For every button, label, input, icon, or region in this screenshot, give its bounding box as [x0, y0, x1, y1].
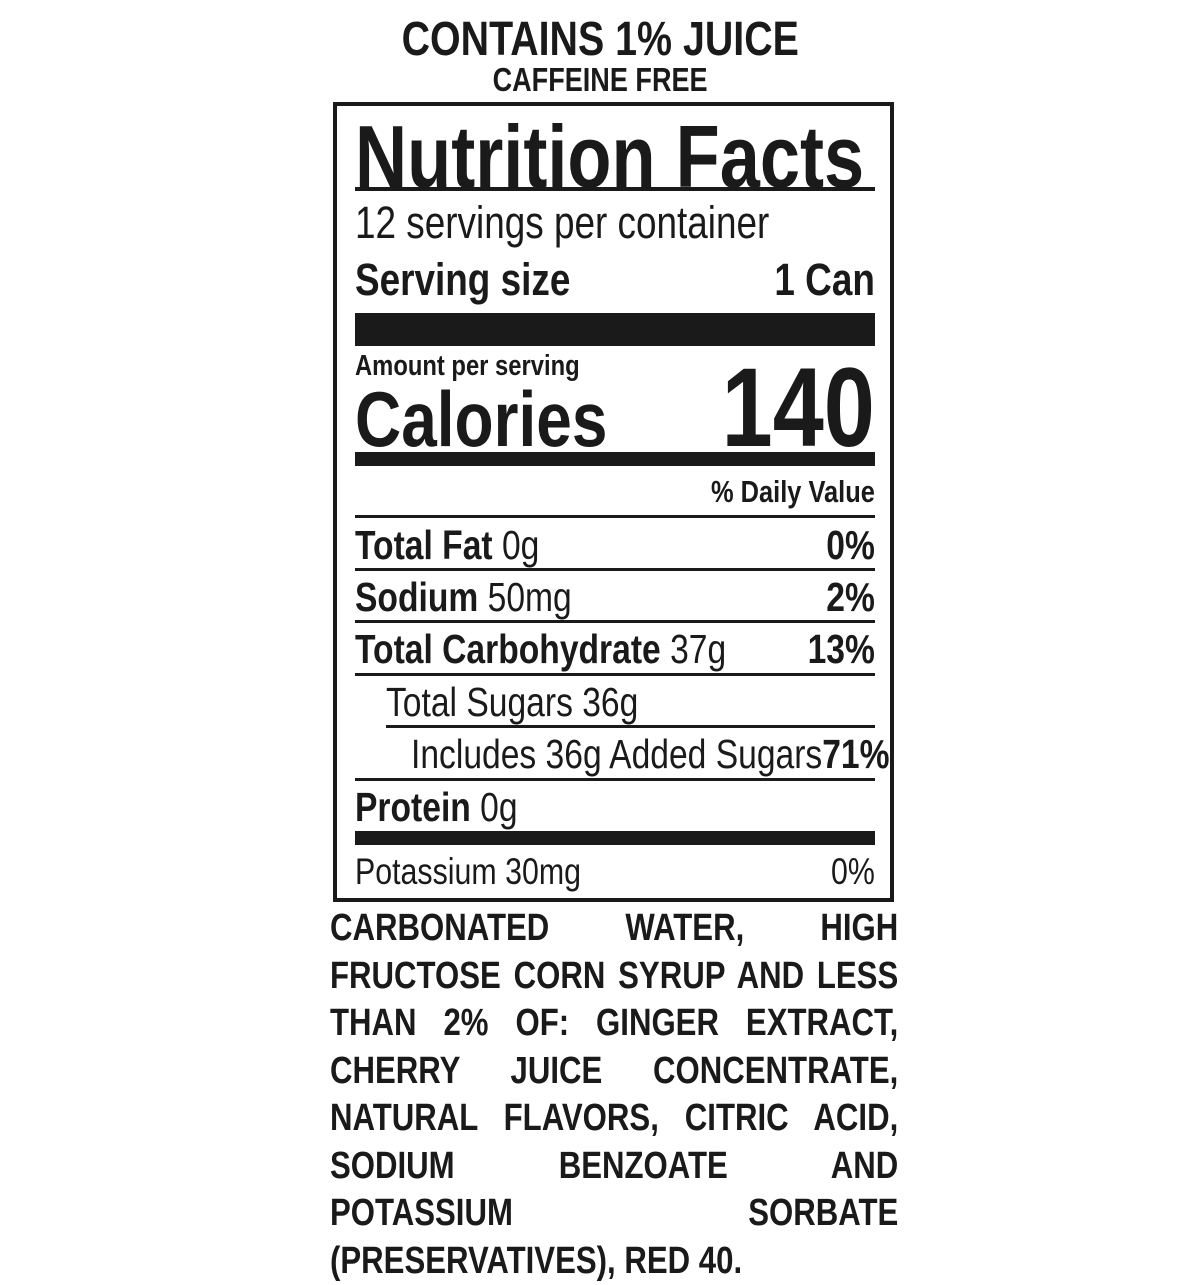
divider	[355, 515, 875, 518]
nutrition-facts-panel	[333, 102, 894, 902]
ingredients-list: CARBONATED WATER, HIGH FRUCTOSE CORN SYR…	[330, 907, 899, 1282]
nutrient-row-total-carbohydrate: Total Carbohydrate 37g 13%	[355, 626, 875, 672]
medium-divider	[355, 831, 875, 845]
servings-per-container: 12 servings per container	[355, 197, 770, 248]
calories-row: Calories 140	[355, 345, 875, 470]
nutrient-row-potassium: Potassium 30mg 0%	[355, 851, 875, 892]
juice-content-heading: CONTAINS 1% JUICE	[401, 13, 799, 66]
nutrient-row-added-sugars: Includes 36g Added Sugars 71%	[411, 731, 890, 777]
divider	[355, 187, 875, 191]
divider	[355, 673, 875, 676]
divider	[355, 568, 875, 571]
divider	[355, 620, 875, 623]
medium-divider	[355, 452, 875, 466]
divider	[355, 778, 875, 781]
daily-value-header: % Daily Value	[710, 474, 875, 509]
nutrient-row-protein: Protein 0g	[355, 784, 518, 830]
nutrition-facts-title: Nutrition Facts	[355, 107, 865, 206]
nutrient-row-sodium: Sodium 50mg 2%	[355, 574, 875, 620]
divider	[386, 725, 875, 728]
nutrient-row-total-fat: Total Fat 0g 0%	[355, 522, 875, 568]
serving-size-row: Serving size 1 Can	[355, 254, 875, 305]
caffeine-free-heading: CAFFEINE FREE	[492, 61, 708, 98]
amount-per-serving: Amount per serving	[355, 350, 580, 382]
nutrient-row-total-sugars: Total Sugars 36g	[386, 679, 639, 725]
thick-divider	[355, 313, 875, 346]
calories-value: 140	[721, 345, 875, 470]
calories-label: Calories	[355, 375, 608, 463]
